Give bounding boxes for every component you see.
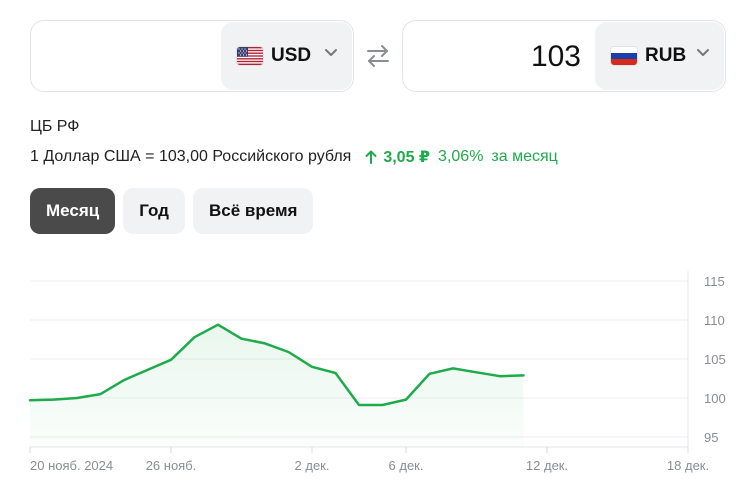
rate-change-percent: 3,06% bbox=[438, 148, 484, 165]
y-tick-label: 115 bbox=[704, 274, 725, 289]
tab-all-time[interactable]: Всё время bbox=[192, 188, 314, 234]
y-tick-label: 100 bbox=[704, 391, 726, 406]
x-tick-label: 18 дек. bbox=[667, 458, 709, 473]
x-tick-label: 2 дек. bbox=[295, 458, 330, 473]
tab-year[interactable]: Год bbox=[123, 188, 185, 234]
from-currency-box: 1 bbox=[30, 20, 354, 92]
rate-change: 3,05 ₽ 3,06% за месяц bbox=[365, 147, 558, 167]
us-flag-icon bbox=[237, 47, 263, 65]
chart-area-fill bbox=[30, 324, 524, 447]
chevron-down-icon bbox=[697, 49, 709, 56]
y-tick-label: 105 bbox=[704, 352, 726, 367]
swap-currencies-icon[interactable] bbox=[364, 44, 392, 68]
x-tick-label: 26 нояб. bbox=[146, 458, 197, 473]
tab-month[interactable]: Месяц bbox=[30, 188, 116, 234]
rate-source: ЦБ РФ bbox=[30, 118, 80, 135]
chevron-down-icon bbox=[325, 49, 337, 56]
y-tick-label: 110 bbox=[704, 313, 725, 328]
from-currency-select[interactable]: USD bbox=[221, 22, 352, 90]
rate-change-absolute: 3,05 ₽ bbox=[383, 149, 431, 166]
from-amount-input[interactable]: 1 bbox=[41, 21, 239, 91]
rate-text: 1 Доллар США = 103,00 Российского рубля bbox=[30, 148, 352, 165]
x-tick-label: 12 дек. bbox=[526, 458, 568, 473]
ru-flag-icon bbox=[611, 47, 637, 65]
rate-summary: 1 Доллар США = 103,00 Российского рубля … bbox=[30, 147, 558, 167]
period-tabs: Месяц Год Всё время bbox=[30, 188, 321, 234]
rate-change-period: за месяц bbox=[491, 148, 558, 165]
to-amount-input[interactable]: 103 bbox=[530, 40, 581, 73]
to-currency-select[interactable]: RUB bbox=[595, 22, 724, 90]
to-currency-box: 103 RUB bbox=[402, 20, 726, 92]
x-tick-label: 20 нояб. 2024 bbox=[30, 458, 113, 473]
chart-series-line bbox=[28, 323, 525, 407]
from-currency-code: USD bbox=[271, 45, 312, 66]
y-tick-label: 95 bbox=[704, 430, 718, 445]
arrow-up-icon bbox=[365, 150, 377, 164]
rate-chart: 115 110 105 100 95 20 нояб. 2024 26 нояб. 2 дек… bbox=[28, 271, 726, 473]
to-currency-code: RUB bbox=[645, 45, 687, 66]
x-tick-label: 6 дек. bbox=[389, 458, 424, 473]
